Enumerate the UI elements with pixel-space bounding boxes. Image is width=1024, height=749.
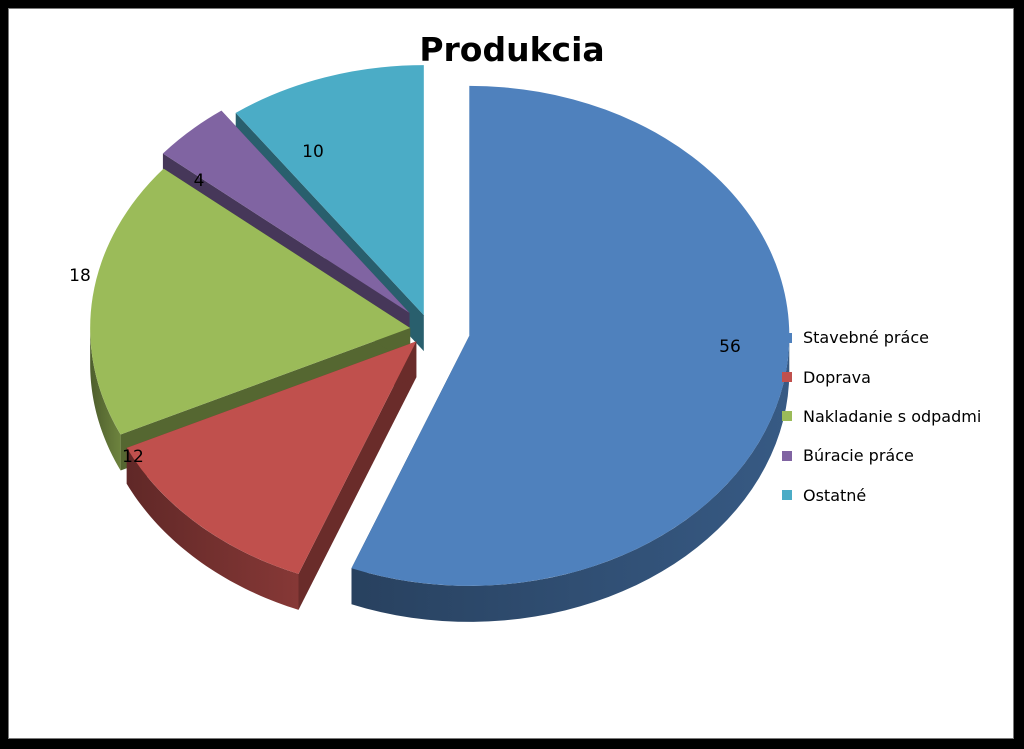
legend-swatch <box>782 332 792 343</box>
legend-item: Ostatné <box>782 476 981 515</box>
legend-label: Nakladanie s odpadmi <box>803 406 982 426</box>
legend-swatch <box>782 411 792 422</box>
slice-wall <box>351 335 790 622</box>
legend-label: Ostatné <box>803 485 867 505</box>
legend-swatch <box>782 372 792 383</box>
data-label: 18 <box>69 266 91 286</box>
data-label: 56 <box>719 337 741 357</box>
chart-title: Produkcia <box>419 30 605 69</box>
pie-slice-2 <box>90 168 411 435</box>
slice-wall <box>90 328 121 471</box>
pie-slice-4 <box>235 65 424 316</box>
legend-item: Doprava <box>782 357 981 396</box>
data-label: 4 <box>194 171 205 191</box>
legend-label: Stavebné práce <box>803 328 929 348</box>
slice-edge <box>298 341 417 610</box>
legend: Stavebné práce Doprava Nakladanie s odpadm… <box>782 318 981 515</box>
pie-slice-3 <box>162 110 410 313</box>
slice-wall <box>126 447 299 610</box>
pie-slice-0 <box>351 85 790 586</box>
data-label: 10 <box>302 142 324 162</box>
legend-swatch <box>782 490 792 501</box>
legend-item: Stavebné práce <box>782 318 981 357</box>
pie-slice-1 <box>126 341 417 574</box>
data-label: 12 <box>122 447 144 467</box>
legend-label: Doprava <box>803 367 871 387</box>
legend-swatch <box>782 450 792 461</box>
legend-item: Nakladanie s odpadmi <box>782 397 981 436</box>
legend-item: Búracie práce <box>782 436 981 475</box>
legend-label: Búracie práce <box>803 446 914 466</box>
